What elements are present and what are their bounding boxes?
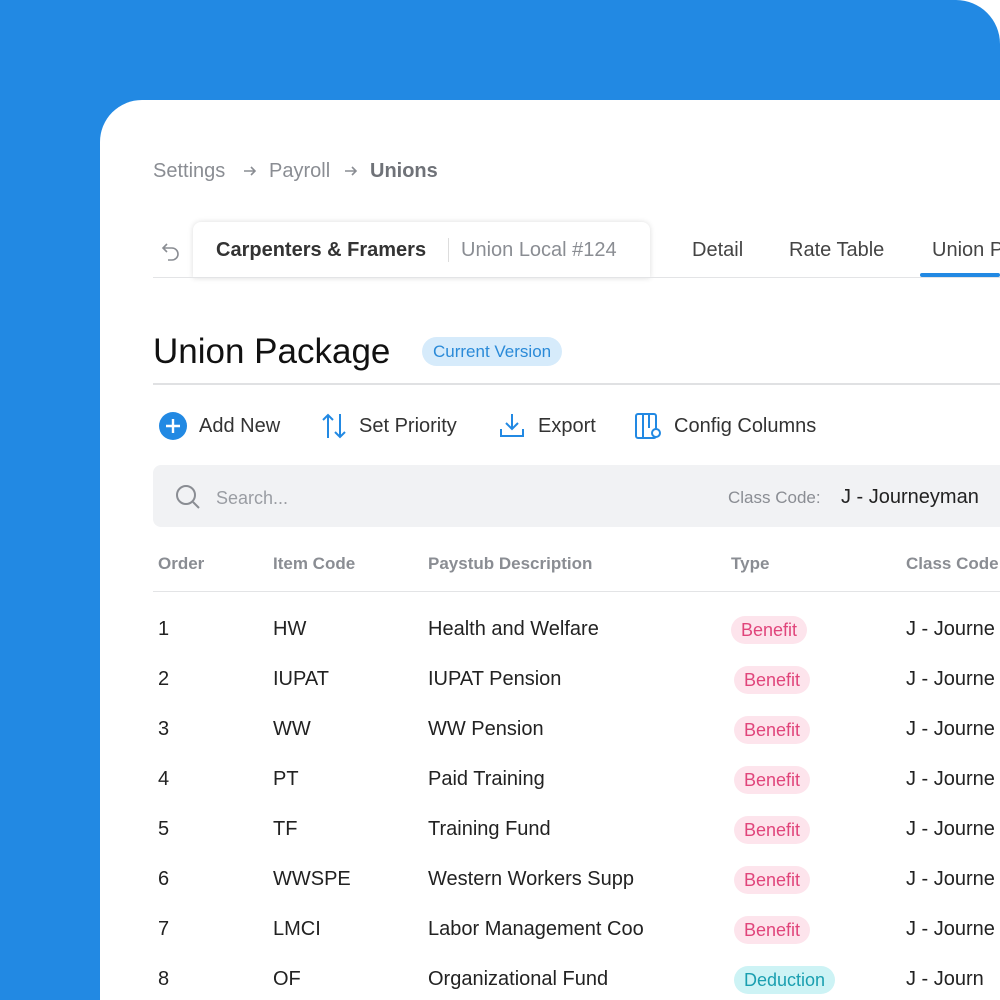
table-cell: Training Fund [428,818,551,840]
search-placeholder: Search... [216,488,289,508]
arrow-icon [244,166,257,176]
toolbar-button[interactable]: Set Priority [359,415,457,437]
table-cell: 4 [158,768,170,790]
version-badge: Current Version [422,337,563,366]
toolbar-button[interactable]: Config Columns [674,415,817,437]
table-cell: OF [273,968,301,990]
table-cell: Organizational Fund [428,968,609,990]
tabs-line [153,277,1000,278]
type-badge: Deduction [734,966,836,994]
table-cell: Western Workers Supp [428,868,635,890]
table-cell: TF [273,818,298,840]
export-icon [500,414,524,437]
table-cell: HW [273,618,307,640]
columns-icon [635,413,661,439]
type-badge: Benefit [734,666,811,694]
search-icon [176,485,200,509]
arrow-icon [345,166,358,176]
back-icon[interactable] [160,240,182,262]
add-icon [159,412,187,440]
title-line [153,383,1000,385]
table-cell: J - Journe [906,918,995,940]
type-badge: Benefit [734,866,811,894]
search-bar[interactable] [153,465,1000,527]
table-cell: 3 [158,718,170,740]
record-subtitle: Union Local #124 [461,239,617,261]
tab[interactable]: Detail [692,239,744,261]
record-tab[interactable] [193,222,650,278]
table-cell: WW [273,718,311,740]
table-cell: Health and Welfare [428,618,599,640]
table-cell: WW Pension [428,718,544,740]
table-cell: 5 [158,818,170,840]
column-header: Paystub Description [428,554,593,573]
breadcrumb-item[interactable]: Settings [153,160,226,182]
column-header: Class Code [906,554,999,573]
table-cell: IUPAT [273,668,329,690]
table-cell: J - Journe [906,668,995,690]
table-cell: 1 [158,618,170,640]
column-header: Type [731,554,770,573]
table-cell: J - Journe [906,618,995,640]
table-cell: J - Journ [906,968,984,990]
divider [448,238,449,262]
table-cell: J - Journe [906,768,995,790]
table-cell: IUPAT Pension [428,668,562,690]
table-cell: J - Journe [906,718,995,740]
header-line [153,591,1000,592]
filter-label: Class Code: [728,488,821,507]
toolbar-button[interactable]: Add New [199,415,281,437]
record-title: Carpenters & Framers [216,239,427,261]
priority-icon [322,413,346,439]
type-badge: Benefit [734,766,811,794]
tab-underline [920,273,1000,277]
table-cell: Paid Training [428,768,545,790]
table-cell: 8 [158,968,170,990]
table-cell: 7 [158,918,170,940]
breadcrumb-current: Unions [370,160,438,182]
column-header: Order [158,554,205,573]
toolbar-button[interactable]: Export [538,415,596,437]
tab[interactable]: Rate Table [789,239,885,261]
type-badge: Benefit [731,616,808,644]
table-cell: PT [273,768,299,790]
filter-value[interactable]: J - Journeyman [841,486,979,508]
table-cell: 6 [158,868,170,890]
breadcrumb-item[interactable]: Payroll [269,160,331,182]
page-title: Union Package [153,332,391,371]
table-cell: LMCI [273,918,321,940]
column-header: Item Code [273,554,356,573]
type-badge: Benefit [734,716,811,744]
table-cell: J - Journe [906,868,995,890]
type-badge: Benefit [734,916,811,944]
panel: Settings Payroll Unions Carpenters & Fra… [100,100,1000,1000]
table-cell: J - Journe [906,818,995,840]
type-badge: Benefit [734,816,811,844]
table-cell: 2 [158,668,170,690]
tab-active[interactable]: Union P [932,239,1000,261]
table-cell: WWSPE [273,868,351,890]
table-cell: Labor Management Coo [428,918,644,940]
